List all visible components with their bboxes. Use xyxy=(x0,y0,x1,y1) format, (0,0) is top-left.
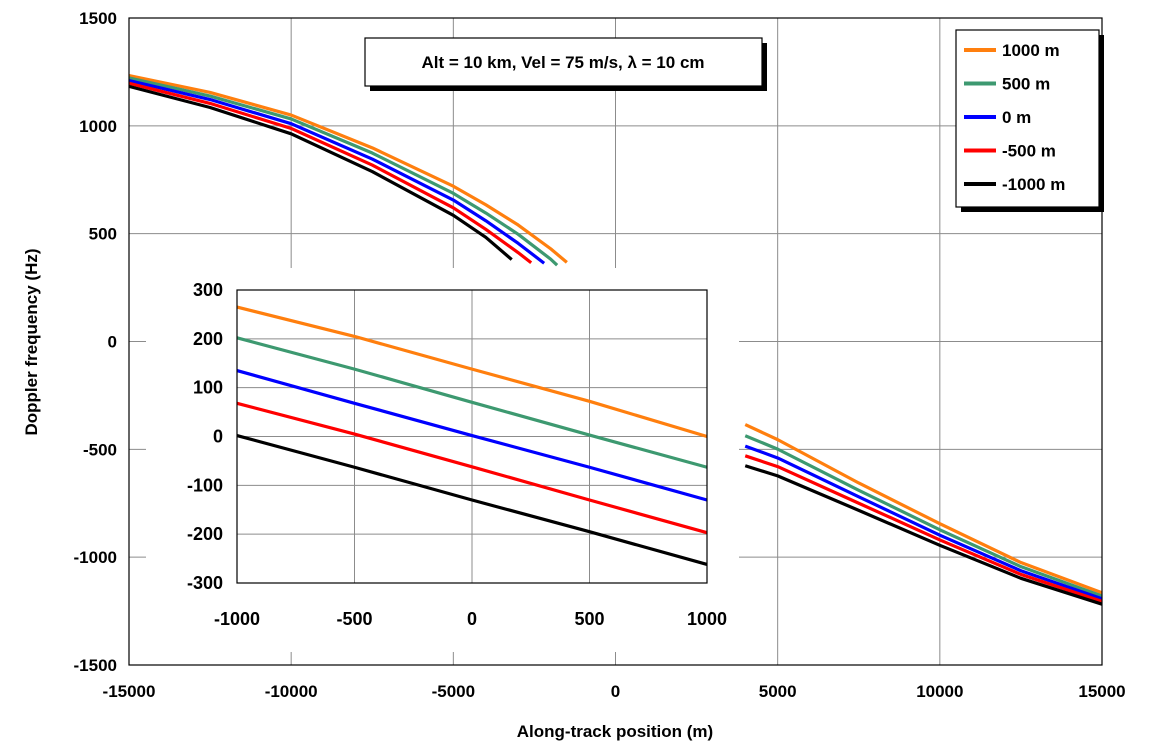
inset-series-0 xyxy=(236,305,708,439)
inset-y-tick-label-6: 300 xyxy=(193,280,223,300)
main-x-tick-label-3: 0 xyxy=(611,682,620,701)
inset-x-tick-label-4: 1000 xyxy=(687,609,727,629)
main-series-4-part-0 xyxy=(128,84,513,261)
main-series-2-part-1 xyxy=(744,444,1103,601)
main-x-tick-label-1: -10000 xyxy=(265,682,318,701)
legend-items: 1000 m 500 m 0 m -500 m -1000 m xyxy=(964,41,1065,194)
main-x-tick-label-5: 10000 xyxy=(916,682,963,701)
inset-y-tick-label-5: 200 xyxy=(193,329,223,349)
y-axis-title: Doppler frequency (Hz) xyxy=(22,248,41,435)
inset-x-tick-label-3: 500 xyxy=(574,609,604,629)
main-y-tick-label-4: 500 xyxy=(89,225,117,244)
legend-label-2: 0 m xyxy=(1002,108,1031,127)
main-y-tick-label-2: -500 xyxy=(83,440,117,459)
main-frame xyxy=(128,17,1103,666)
main-plot-frame xyxy=(128,17,1103,666)
inset-plot-frame xyxy=(236,289,708,584)
inset-series-4 xyxy=(236,433,708,566)
inset-y-tick-label-2: -100 xyxy=(187,475,223,495)
legend: 1000 m 500 m 0 m -500 m -1000 m xyxy=(955,29,1104,212)
main-series xyxy=(128,74,1103,606)
inset-x-tick-label-1: -500 xyxy=(336,609,372,629)
inset-y-tick-labels: -300 -200 -100 0 100 200 300 xyxy=(187,280,223,593)
main-x-tick-label-6: 15000 xyxy=(1078,682,1125,701)
main-y-tick-label-1: -1000 xyxy=(74,548,117,567)
legend-label-0: 1000 m xyxy=(1002,41,1060,60)
inset-y-tick-label-0: -300 xyxy=(187,573,223,593)
main-series-4-part-1 xyxy=(744,464,1103,606)
legend-label-3: -500 m xyxy=(1002,142,1056,161)
main-series-2-part-0 xyxy=(128,78,546,265)
main-series-0-part-0 xyxy=(128,74,568,264)
main-y-tick-label-0: -1500 xyxy=(74,656,117,675)
main-series-1-part-1 xyxy=(744,434,1103,598)
main-y-tick-labels: -1500 -1000 -500 0 500 1000 1500 xyxy=(74,9,117,675)
main-x-tick-label-2: -5000 xyxy=(432,682,475,701)
inset-x-tick-labels: -1000 -500 0 500 1000 xyxy=(214,609,727,629)
main-y-tick-label-5: 1000 xyxy=(79,117,117,136)
main-x-tick-label-4: 5000 xyxy=(759,682,797,701)
main-series-3-part-0 xyxy=(128,81,533,265)
inset-series-2 xyxy=(236,369,708,502)
inset-y-tick-label-3: 0 xyxy=(213,427,223,447)
inset-x-tick-label-0: -1000 xyxy=(214,609,260,629)
x-axis-title: Along-track position (m) xyxy=(517,722,713,741)
annotation-box: Alt = 10 km, Vel = 75 m/s, λ = 10 cm xyxy=(364,37,767,91)
annotation-text: Alt = 10 km, Vel = 75 m/s, λ = 10 cm xyxy=(421,53,704,72)
legend-label-1: 500 m xyxy=(1002,75,1050,94)
main-y-tick-label-6: 1500 xyxy=(79,9,117,28)
inset-series xyxy=(236,305,708,566)
main-x-tick-label-0: -15000 xyxy=(103,682,156,701)
main-x-tick-labels: -15000 -10000 -5000 0 5000 10000 15000 xyxy=(103,682,1126,701)
legend-label-4: -1000 m xyxy=(1002,175,1065,194)
inset-frame xyxy=(236,289,708,584)
inset-x-tick-label-2: 0 xyxy=(467,609,477,629)
main-y-tick-label-3: 0 xyxy=(108,333,117,352)
inset-y-tick-label-4: 100 xyxy=(193,378,223,398)
main-series-1-part-0 xyxy=(128,76,559,267)
main-series-0-part-1 xyxy=(744,423,1103,595)
inset-y-tick-label-1: -200 xyxy=(187,524,223,544)
inset-series-1 xyxy=(236,336,708,469)
inset-series-3 xyxy=(236,401,708,535)
main-series-3-part-1 xyxy=(744,454,1103,603)
